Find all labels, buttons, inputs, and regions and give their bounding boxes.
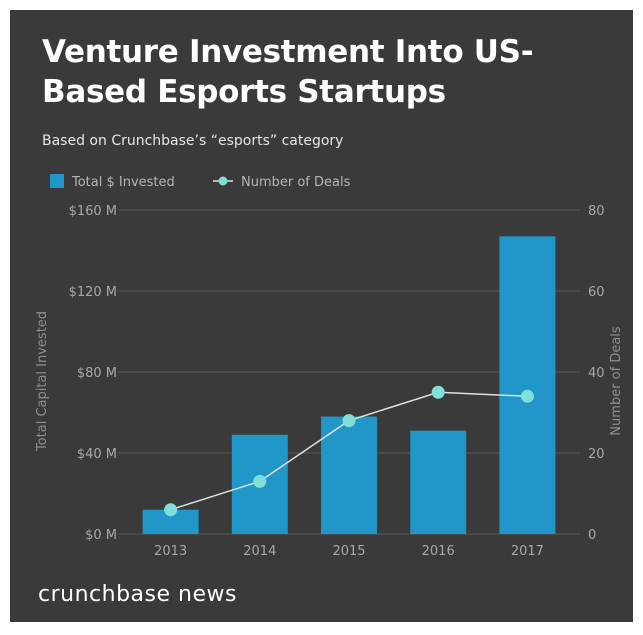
- x-tick-label: 2017: [511, 544, 544, 559]
- legend-label-line: Number of Deals: [241, 175, 351, 190]
- bar-2015: [321, 416, 377, 534]
- deal-point-2016: [431, 385, 445, 399]
- x-tick-label: 2016: [422, 544, 455, 559]
- deal-point-2015: [342, 414, 356, 428]
- x-tick-label: 2013: [154, 544, 187, 559]
- chart-svg: Total $ Invested Number of Deals $0 M $40…: [35, 174, 624, 559]
- y-tick-left-label: $40 M: [77, 447, 117, 462]
- y-tick-right-label: 60: [588, 285, 605, 300]
- deal-point-2017: [520, 389, 534, 403]
- y-tick-left-label: $160 M: [69, 204, 117, 219]
- y-axis-right-title: Number of Deals: [609, 326, 624, 436]
- x-tick-label: 2014: [243, 544, 276, 559]
- x-tick-label: 2015: [332, 544, 365, 559]
- legend-swatch-bar: [50, 174, 64, 188]
- legend-label-bar: Total $ Invested: [71, 175, 175, 190]
- y-axis-right-ticks: 0 20 40 60 80: [588, 204, 605, 543]
- legend-marker: [218, 176, 228, 186]
- deal-point-2014: [253, 474, 267, 488]
- y-axis-left-ticks: $0 M $40 M $80 M $120 M $160 M: [69, 204, 117, 543]
- deal-point-2013: [164, 503, 178, 517]
- y-tick-left-label: $120 M: [69, 285, 117, 300]
- chart-title: Venture Investment Into US-Based Esports…: [42, 34, 534, 110]
- bar-2016: [410, 430, 467, 534]
- y-tick-right-label: 40: [588, 366, 605, 381]
- y-axis-left-title: Total Capital Invested: [35, 311, 50, 452]
- bar-2017: [499, 236, 556, 534]
- y-tick-right-label: 80: [588, 204, 605, 219]
- legend: Total $ Invested Number of Deals: [50, 174, 351, 190]
- chart-subtitle: Based on Crunchbase’s “esports” category: [42, 133, 344, 149]
- deals-points: [164, 385, 534, 517]
- y-tick-right-label: 0: [588, 528, 596, 543]
- y-tick-left-label: $0 M: [85, 528, 117, 543]
- chart-card: Venture Investment Into US-Based Esports…: [10, 10, 633, 622]
- bars: [142, 236, 556, 534]
- x-axis-ticks: 2013 2014 2015 2016 2017: [154, 544, 544, 559]
- y-tick-left-label: $80 M: [77, 366, 117, 381]
- brand-logo: crunchbase news: [38, 582, 237, 607]
- y-tick-right-label: 20: [588, 447, 605, 462]
